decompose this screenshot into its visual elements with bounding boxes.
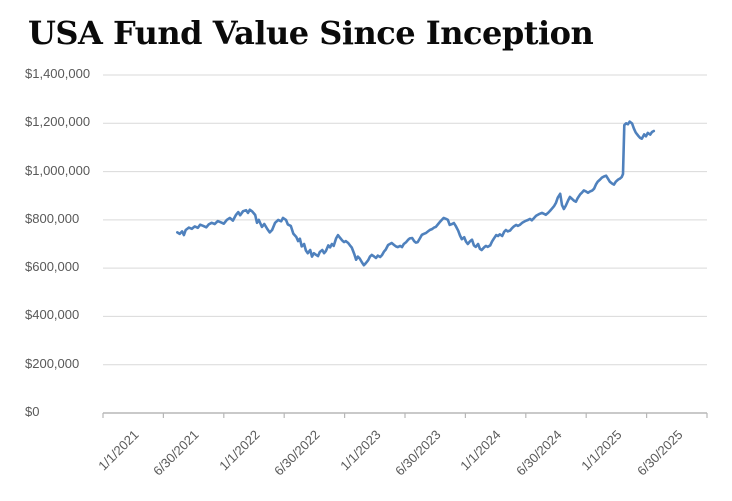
chart-title: USA Fund Value Since Inception xyxy=(28,14,594,52)
fund-value-line xyxy=(176,120,656,267)
y-tick-label: $1,000,000 xyxy=(25,162,91,178)
y-tick-label: $1,200,000 xyxy=(25,114,91,130)
y-tick-label: $800,000 xyxy=(25,210,80,226)
y-tick-label: $400,000 xyxy=(25,307,80,323)
y-tick-label: $200,000 xyxy=(25,355,80,371)
y-tick-label: $0 xyxy=(25,404,40,419)
y-tick-label: $600,000 xyxy=(25,259,80,275)
y-tick-label: $1,400,000 xyxy=(25,66,91,81)
